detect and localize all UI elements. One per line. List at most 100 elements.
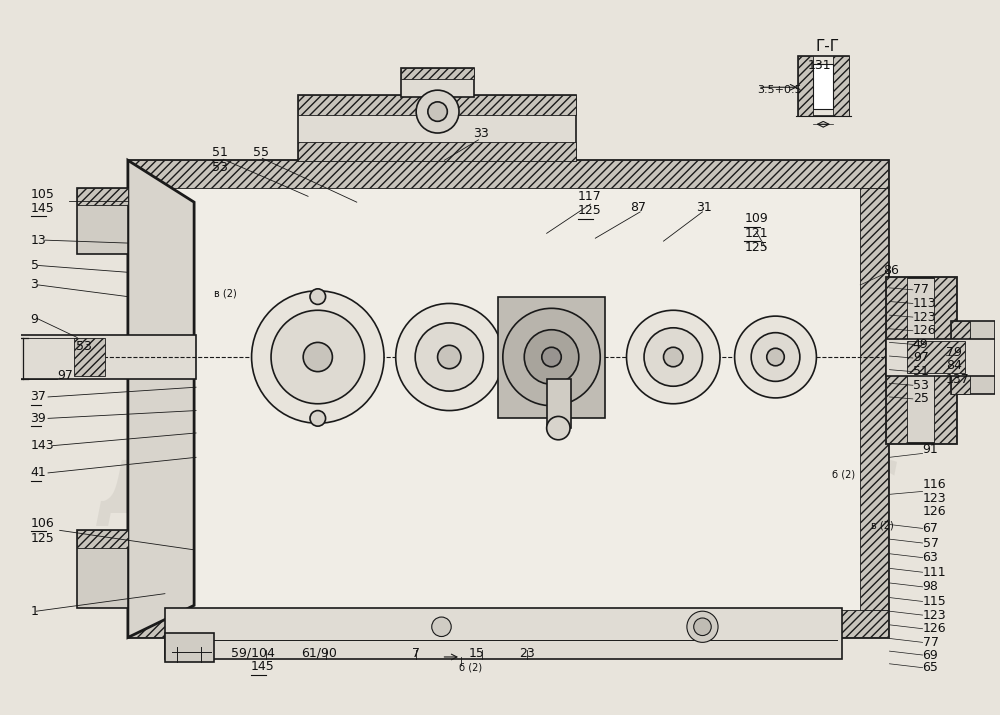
Text: 116: 116 <box>923 478 946 491</box>
Text: 87: 87 <box>630 200 646 214</box>
Text: 41: 41 <box>31 466 46 479</box>
Text: 33: 33 <box>473 127 488 140</box>
Text: 131: 131 <box>808 59 831 72</box>
Circle shape <box>547 416 570 440</box>
Text: в (2): в (2) <box>871 521 894 531</box>
Circle shape <box>644 327 702 386</box>
Bar <box>833 56 849 117</box>
Bar <box>886 277 956 443</box>
Text: 125: 125 <box>578 204 602 217</box>
Circle shape <box>271 310 365 404</box>
Text: 3: 3 <box>31 278 38 292</box>
Text: 67: 67 <box>923 522 938 535</box>
Text: 125: 125 <box>744 242 768 255</box>
Text: 109: 109 <box>744 212 768 225</box>
Text: 5: 5 <box>31 259 39 272</box>
Text: 13: 13 <box>31 234 46 247</box>
Bar <box>860 187 888 610</box>
Bar <box>77 187 128 254</box>
Text: 145: 145 <box>251 660 274 674</box>
Text: 145: 145 <box>31 202 54 214</box>
Polygon shape <box>128 160 194 638</box>
Bar <box>128 160 888 638</box>
Text: 117: 117 <box>578 189 602 203</box>
Bar <box>498 297 605 418</box>
Text: 91: 91 <box>923 443 938 456</box>
Text: б (2): б (2) <box>459 663 482 673</box>
Text: 86: 86 <box>884 264 899 277</box>
Text: 123: 123 <box>923 492 946 505</box>
Circle shape <box>428 102 447 122</box>
Circle shape <box>310 289 326 305</box>
Bar <box>77 531 128 608</box>
Text: в (2): в (2) <box>214 289 236 299</box>
Bar <box>128 610 888 638</box>
Text: 143: 143 <box>31 439 54 452</box>
Bar <box>813 64 833 109</box>
Text: 79: 79 <box>946 345 962 359</box>
Text: 25: 25 <box>913 393 929 405</box>
Bar <box>0 335 196 380</box>
Text: динамика тюс: динамика тюс <box>97 440 899 533</box>
Bar <box>298 142 576 162</box>
Bar <box>165 633 214 662</box>
Text: 31: 31 <box>696 200 711 214</box>
Text: б (2): б (2) <box>832 470 855 480</box>
Bar <box>798 56 813 117</box>
Text: 126: 126 <box>923 506 946 518</box>
Text: 77: 77 <box>913 283 929 296</box>
Text: 97: 97 <box>57 369 73 382</box>
Bar <box>886 277 907 443</box>
Circle shape <box>438 345 461 369</box>
Text: 105: 105 <box>31 188 54 201</box>
Text: 84: 84 <box>946 359 962 373</box>
Circle shape <box>310 410 326 426</box>
Circle shape <box>396 303 503 410</box>
Bar <box>74 337 105 377</box>
Text: 3.5+0.5: 3.5+0.5 <box>757 85 802 95</box>
Text: 137: 137 <box>946 373 970 386</box>
Bar <box>401 68 474 97</box>
Circle shape <box>735 316 816 398</box>
Text: 69: 69 <box>923 649 938 661</box>
Text: 125: 125 <box>31 532 54 545</box>
Circle shape <box>303 342 332 372</box>
Text: 123: 123 <box>913 310 936 324</box>
Text: 115: 115 <box>923 595 946 608</box>
Text: 53: 53 <box>913 379 929 392</box>
Text: 126: 126 <box>913 324 936 337</box>
Bar <box>77 187 128 205</box>
Circle shape <box>767 348 784 366</box>
Text: 51: 51 <box>913 365 929 378</box>
Text: 59/104: 59/104 <box>231 646 274 659</box>
Circle shape <box>751 332 800 381</box>
Bar <box>934 277 956 443</box>
Circle shape <box>503 308 600 405</box>
Text: 37: 37 <box>31 390 46 403</box>
Text: 53: 53 <box>76 340 92 352</box>
Text: 57: 57 <box>923 536 939 550</box>
Bar <box>298 95 576 114</box>
Text: 113: 113 <box>913 297 936 310</box>
Text: 123: 123 <box>923 608 946 621</box>
Text: 98: 98 <box>923 581 938 593</box>
Bar <box>951 321 970 394</box>
Circle shape <box>415 323 483 391</box>
Text: 39: 39 <box>31 412 46 425</box>
Circle shape <box>664 347 683 367</box>
Circle shape <box>524 330 579 384</box>
Text: 111: 111 <box>923 566 946 578</box>
Bar <box>77 531 128 548</box>
Circle shape <box>252 291 384 423</box>
Circle shape <box>432 617 451 636</box>
Bar <box>128 160 888 187</box>
Bar <box>907 342 965 373</box>
Text: 63: 63 <box>923 551 938 564</box>
Text: 49: 49 <box>913 338 929 351</box>
Text: 121: 121 <box>744 227 768 240</box>
Bar <box>165 608 842 659</box>
Text: 77: 77 <box>923 636 939 649</box>
Circle shape <box>416 90 459 133</box>
Text: 15: 15 <box>469 646 484 659</box>
Text: 97: 97 <box>913 352 929 365</box>
